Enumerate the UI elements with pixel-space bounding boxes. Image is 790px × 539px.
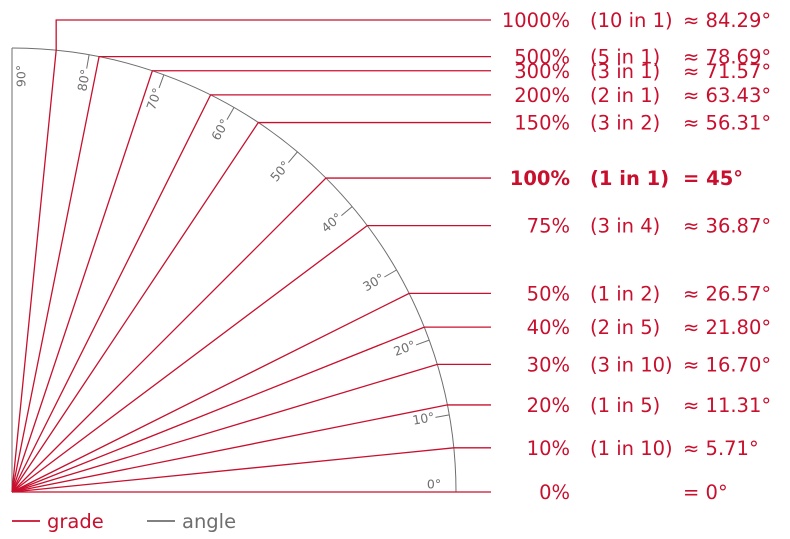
grade-line bbox=[11, 177, 491, 493]
grade-degrees-label: ≈ 56.31° bbox=[683, 112, 771, 135]
grade-ratio-label: (1 in 5) bbox=[590, 394, 660, 417]
angle-tick bbox=[384, 269, 397, 278]
angle-label: 60° bbox=[208, 116, 232, 143]
grade-percent-label: 40% bbox=[527, 316, 570, 339]
angle-label: 80° bbox=[74, 68, 93, 92]
grade-ratio-label: (2 in 5) bbox=[590, 316, 660, 339]
grade-degrees-label: ≈ 63.43° bbox=[683, 84, 771, 107]
angle-tick bbox=[86, 54, 90, 69]
angle-tick bbox=[226, 107, 235, 120]
grade-percent-label: 50% bbox=[527, 282, 570, 305]
grade-ratio-label: (3 in 10) bbox=[590, 353, 673, 376]
grade-percent-label: 1000% bbox=[502, 9, 570, 32]
grade-percent-label: 300% bbox=[514, 60, 570, 83]
angle-label: 70° bbox=[143, 86, 165, 112]
grade-degrees-label: ≈ 16.70° bbox=[683, 353, 771, 376]
angle-tick bbox=[435, 414, 450, 418]
grade-ratio-label: (3 in 4) bbox=[590, 215, 660, 238]
grade-percent-label: 150% bbox=[514, 112, 570, 135]
angle-tick bbox=[341, 206, 353, 216]
legend-grade-label: grade bbox=[47, 510, 104, 533]
angle-tick bbox=[288, 151, 298, 163]
grade-ratio-label: (10 in 1) bbox=[590, 9, 673, 32]
angle-tick bbox=[415, 339, 430, 346]
angle-label: 0° bbox=[427, 477, 441, 492]
grade-line bbox=[11, 404, 491, 493]
grade-ratio-label: (1 in 10) bbox=[590, 437, 673, 460]
grade-line bbox=[11, 19, 491, 493]
grade-degrees-label: = 0° bbox=[683, 481, 728, 504]
legend-angle-label: angle bbox=[182, 510, 236, 533]
grade-line bbox=[11, 70, 491, 493]
grade-degrees-label: ≈ 26.57° bbox=[683, 282, 771, 305]
angle-tick bbox=[158, 74, 165, 89]
grade-percent-label: 75% bbox=[527, 215, 570, 238]
grade-line bbox=[11, 326, 491, 493]
angle-label: 40° bbox=[318, 210, 345, 236]
grade-ratio-label: (1 in 2) bbox=[590, 282, 660, 305]
grade-degrees-label: ≈ 21.80° bbox=[683, 316, 771, 339]
grade-ratio-label: (3 in 1) bbox=[590, 60, 660, 83]
grade-percent-label: 20% bbox=[527, 394, 570, 417]
angle-label: 20° bbox=[391, 337, 417, 359]
grade-ratio-label: (2 in 1) bbox=[590, 84, 660, 107]
grade-degrees-label: ≈ 71.57° bbox=[683, 60, 771, 83]
angle-label: 90° bbox=[14, 65, 29, 87]
grade-degrees-label: ≈ 78.69° bbox=[683, 46, 771, 69]
grade-degrees-label: ≈ 11.31° bbox=[683, 394, 771, 417]
grade-line bbox=[11, 55, 491, 493]
angle-label: 10° bbox=[411, 409, 435, 428]
grade-ratio-label: (3 in 2) bbox=[590, 112, 660, 135]
grade-percent-label: 500% bbox=[514, 46, 570, 69]
grade-line bbox=[11, 224, 491, 493]
grade-degrees-label: = 45° bbox=[683, 167, 743, 190]
grade-degrees-label: ≈ 36.87° bbox=[683, 215, 771, 238]
grade-label-layer: 1000% (10 in 1) ≈ 84.29° 500% (5 in 1) ≈ 78.6… bbox=[502, 9, 771, 504]
grade-line bbox=[11, 121, 491, 493]
legend: grade angle bbox=[12, 510, 236, 533]
grade-layer bbox=[11, 19, 491, 493]
grade-line bbox=[11, 94, 491, 493]
grade-line bbox=[11, 447, 491, 493]
grade-degrees-label: ≈ 5.71° bbox=[683, 437, 759, 460]
grade-degrees-label: ≈ 84.29° bbox=[683, 9, 771, 32]
grade-percent-label: 200% bbox=[514, 84, 570, 107]
grade-line bbox=[11, 292, 491, 493]
grade-percent-label: 100% bbox=[510, 167, 570, 190]
grade-ratio-label: (1 in 1) bbox=[590, 167, 669, 190]
grade-percent-label: 0% bbox=[539, 481, 570, 504]
grade-percent-label: 10% bbox=[527, 437, 570, 460]
grade-line bbox=[11, 363, 491, 493]
angle-label: 30° bbox=[360, 270, 387, 294]
grade-ratio-label: (5 in 1) bbox=[590, 46, 660, 69]
grade-percent-label: 30% bbox=[527, 353, 570, 376]
